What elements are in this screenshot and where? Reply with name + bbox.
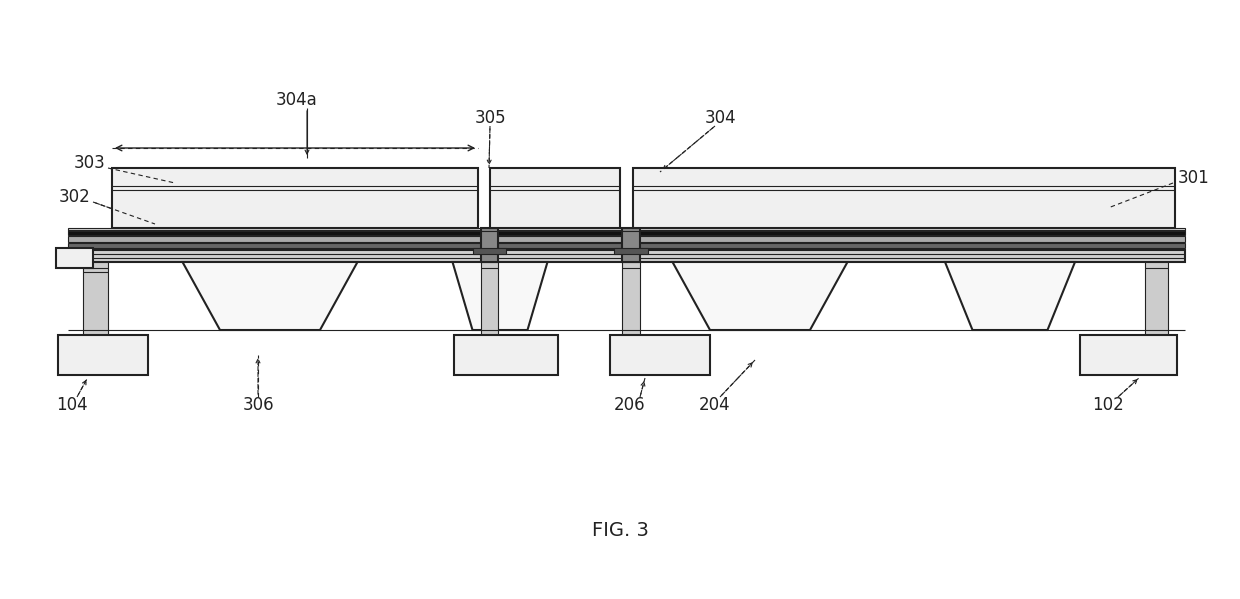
Bar	[454, 335, 558, 375]
Text: 304a: 304a	[277, 91, 317, 109]
Bar	[68, 236, 1185, 242]
Text: 301: 301	[1178, 169, 1210, 187]
Text: 303: 303	[74, 154, 105, 172]
Bar	[481, 262, 498, 335]
Bar	[472, 248, 506, 254]
Polygon shape	[453, 262, 548, 330]
Text: 102: 102	[1092, 396, 1123, 414]
Bar	[56, 248, 93, 268]
Text: 302: 302	[60, 188, 91, 206]
Bar	[1080, 335, 1177, 375]
Text: 305: 305	[474, 109, 506, 127]
Text: 104: 104	[56, 396, 88, 414]
Bar	[490, 168, 620, 228]
Bar	[83, 262, 108, 335]
Text: FIG. 3: FIG. 3	[591, 521, 649, 540]
Polygon shape	[672, 262, 847, 330]
Text: 306: 306	[242, 396, 274, 414]
Bar	[614, 248, 649, 254]
Bar	[58, 335, 148, 375]
Polygon shape	[182, 262, 357, 330]
Bar	[632, 168, 1176, 228]
Bar	[68, 228, 1185, 230]
Bar	[112, 168, 477, 228]
Bar	[68, 250, 1185, 262]
Text: 304: 304	[704, 109, 735, 127]
Bar	[68, 230, 1185, 235]
Bar	[1145, 262, 1168, 335]
Bar	[622, 262, 640, 335]
Bar	[622, 228, 640, 262]
Bar	[68, 243, 1185, 248]
Bar	[481, 228, 498, 262]
Text: 206: 206	[614, 396, 646, 414]
Text: 204: 204	[699, 396, 730, 414]
Polygon shape	[945, 262, 1075, 330]
Bar	[610, 335, 711, 375]
